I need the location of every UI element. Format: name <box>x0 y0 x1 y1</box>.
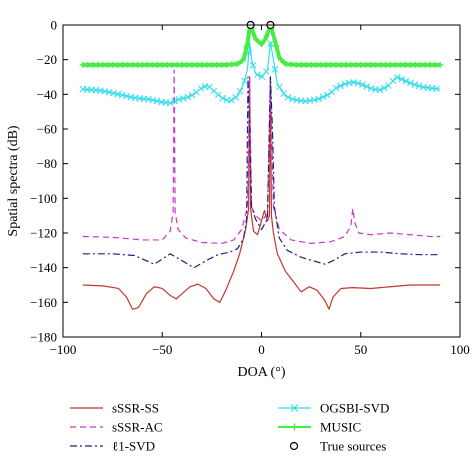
y-tick-label: −180 <box>30 330 57 345</box>
ogsbi-svd-marker <box>363 83 371 90</box>
x-tick-label: 0 <box>258 342 265 357</box>
series-line-sssr-ac <box>82 69 441 244</box>
series-layer <box>79 25 444 310</box>
music-marker <box>278 56 285 63</box>
music-marker <box>253 36 260 43</box>
plot-frame <box>62 24 461 338</box>
ogsbi-svd-marker <box>411 81 419 88</box>
ogsbi-svd-marker <box>324 91 331 99</box>
series-line-sssr-ss <box>82 76 441 310</box>
ogsbi-svd-marker <box>276 83 283 91</box>
ogsbi-svd-marker <box>319 93 327 101</box>
legend-swatch <box>289 441 299 451</box>
ogsbi-svd-marker <box>315 95 323 103</box>
x-tick-label: 100 <box>450 342 470 357</box>
ogsbi-svd-marker <box>284 93 292 101</box>
ogsbi-svd-marker <box>415 82 423 90</box>
legend-item-music: MUSIC <box>278 420 361 435</box>
legend-label: MUSIC <box>320 420 361 435</box>
ogsbi-svd-marker <box>254 71 261 79</box>
y-tick-label: −60 <box>37 122 57 137</box>
ogsbi-svd-marker <box>258 73 266 80</box>
ogsbi-svd-marker <box>249 61 257 69</box>
legend-item-true-sources: True sources <box>289 439 386 454</box>
x-axis-label: DOA (°) <box>238 365 286 380</box>
ogsbi-svd-marker <box>433 85 440 93</box>
ogsbi-svd-marker <box>179 95 187 102</box>
ogsbi-svd-marker <box>337 82 344 90</box>
music-marker <box>238 58 245 65</box>
ogsbi-svd-marker <box>197 85 205 92</box>
legend-item-sssr-ac: sSSR-AC <box>70 420 163 435</box>
ogsbi-svd-marker <box>402 77 410 85</box>
x-tick-label: −50 <box>152 342 172 357</box>
y-tick-label: −140 <box>30 260 57 275</box>
legend-label: sSSR-AC <box>112 420 163 435</box>
series-line-1-svd <box>82 76 441 269</box>
music-marker <box>243 43 250 50</box>
ogsbi-svd-marker <box>376 86 384 94</box>
ogsbi-svd-marker <box>236 87 244 95</box>
ogsbi-svd-marker <box>219 94 226 102</box>
ogsbi-svd-marker <box>380 84 388 92</box>
ogsbi-svd-marker <box>214 91 222 99</box>
ogsbi-svd-marker <box>232 94 240 101</box>
music-marker <box>233 61 240 68</box>
x-tick-label: 50 <box>354 342 367 357</box>
legend-item-1-svd: ℓ1-SVD <box>70 439 155 454</box>
ogsbi-svd-marker <box>354 79 362 87</box>
legend-item-sssr-ss: sSSR-SS <box>70 401 159 416</box>
ogsbi-svd-marker <box>358 81 366 88</box>
legend-label: True sources <box>320 439 386 454</box>
tick-layer: −100 −50 0 50 100 0 −20 −40 −60 −80 −100 −120 −140 −1… <box>30 18 470 358</box>
ogsbi-svd-marker <box>262 68 270 75</box>
ogsbi-svd-marker <box>393 73 401 81</box>
ogsbi-svd-marker <box>332 84 340 92</box>
y-tick-label: −100 <box>30 191 57 206</box>
ogsbi-svd-marker <box>280 90 288 97</box>
ogsbi-svd-marker <box>171 97 178 105</box>
legend: sSSR-SS sSSR-AC ℓ1-SVD OGSBI-SVD MUSIC True s… <box>70 401 389 454</box>
x-tick-label: −100 <box>50 342 77 357</box>
legend-label: ℓ1-SVD <box>112 439 155 454</box>
series-line-ogsbi-svd <box>82 41 441 104</box>
ogsbi-svd-marker <box>188 91 196 99</box>
ogsbi-svd-marker <box>407 79 414 87</box>
legend-marker <box>290 404 299 412</box>
ogsbi-svd-marker <box>166 99 174 107</box>
music-marker <box>437 61 444 68</box>
music-marker <box>273 43 280 50</box>
y-tick-label: −160 <box>30 295 57 310</box>
y-tick-label: 0 <box>51 18 58 33</box>
ogsbi-svd-marker <box>241 77 248 85</box>
y-tick-label: −80 <box>37 156 57 171</box>
legend-label: sSSR-SS <box>112 401 159 416</box>
legend-label: OGSBI-SVD <box>320 401 389 416</box>
y-tick-label: −20 <box>37 52 57 67</box>
legend-item-ogsbi-svd: OGSBI-SVD <box>278 401 389 416</box>
ogsbi-svd-marker <box>184 93 192 101</box>
ogsbi-svd-marker <box>271 66 279 73</box>
music-marker <box>263 33 270 40</box>
ogsbi-svd-marker <box>227 96 235 104</box>
y-tick-label: −40 <box>37 87 57 102</box>
ogsbi-svd-marker <box>389 77 397 85</box>
y-tick-label: −120 <box>30 226 57 241</box>
y-axis-label: Spatial spectra (dB) <box>6 125 21 237</box>
ogsbi-svd-marker <box>398 75 405 83</box>
music-marker <box>258 41 265 48</box>
ogsbi-svd-marker <box>267 40 274 47</box>
ogsbi-svd-marker <box>310 96 318 104</box>
legend-marker <box>291 423 298 431</box>
